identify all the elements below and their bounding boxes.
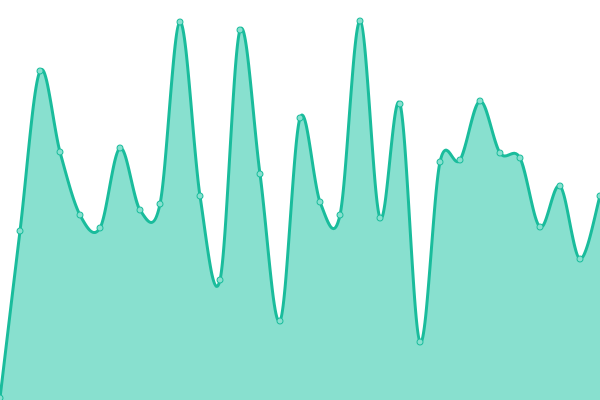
data-point-18 (356, 17, 364, 25)
data-point-27 (536, 223, 544, 231)
data-point-23 (456, 156, 464, 164)
data-point-20 (396, 100, 404, 108)
series-line (0, 19, 600, 399)
data-point-29 (576, 255, 584, 263)
data-point-4 (76, 211, 84, 219)
data-point-10 (196, 192, 204, 200)
data-point-0 (0, 394, 4, 400)
data-point-2 (36, 67, 44, 75)
data-point-19 (376, 214, 384, 222)
data-point-12 (236, 26, 244, 34)
data-point-21 (416, 338, 424, 346)
data-point-7 (136, 206, 144, 214)
data-points (0, 17, 600, 400)
data-point-28 (556, 182, 564, 190)
data-point-13 (256, 170, 264, 178)
data-point-1 (16, 227, 24, 235)
data-point-17 (336, 211, 344, 219)
data-point-30 (596, 192, 600, 200)
data-point-16 (316, 198, 324, 206)
data-point-26 (516, 154, 524, 162)
data-point-25 (496, 149, 504, 157)
data-point-9 (176, 18, 184, 26)
data-point-5 (96, 224, 104, 232)
data-point-3 (56, 148, 64, 156)
data-point-6 (116, 144, 124, 152)
data-point-15 (296, 114, 304, 122)
data-point-24 (476, 97, 484, 105)
data-point-8 (156, 200, 164, 208)
data-point-22 (436, 158, 444, 166)
data-point-14 (276, 317, 284, 325)
data-point-11 (216, 276, 224, 284)
area-fill (0, 20, 600, 400)
